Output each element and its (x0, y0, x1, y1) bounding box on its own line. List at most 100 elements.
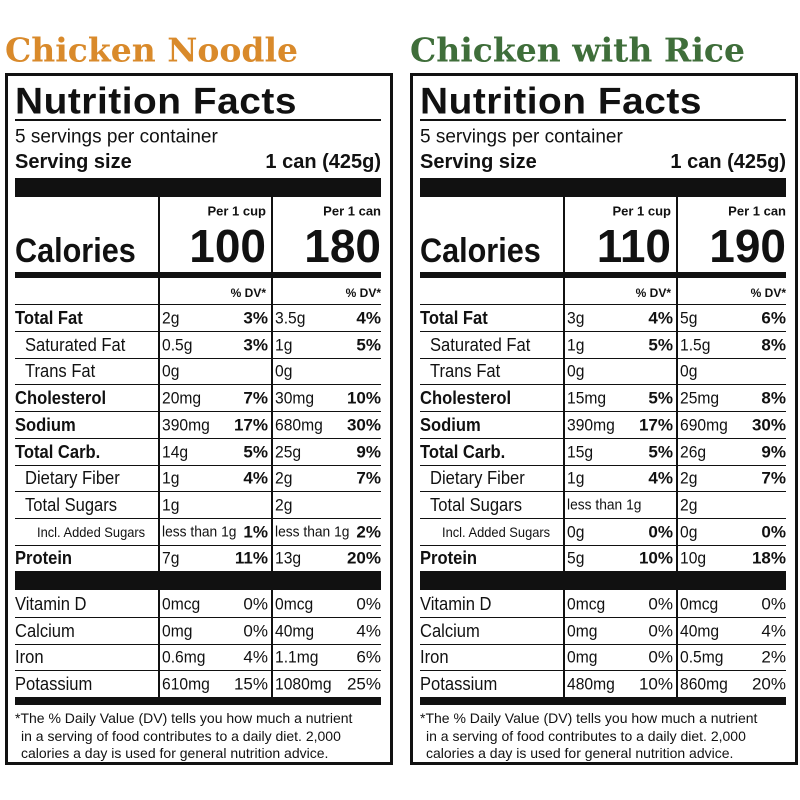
title: Chicken with Rice (410, 30, 745, 70)
nutrients-7-name: Total Sugars (25, 494, 118, 515)
columns-0-calories: 110 (596, 220, 671, 272)
vitamins-1-name: Calcium (15, 620, 75, 641)
vitamins-2-name: Iron (15, 647, 44, 668)
footnote-0: *The % Daily Value (DV) tells you how mu… (420, 710, 758, 726)
nutrients-0-name: Total Fat (15, 308, 83, 328)
nutrients-4-can: 690mg (680, 415, 728, 435)
nutrients-6-cup: 1g (162, 468, 180, 488)
vitamins-3-cup: 480mg (567, 674, 615, 694)
nutrients-8-can: 0g (680, 522, 698, 542)
nutrients-0-cup-dv: 3% (243, 308, 268, 328)
vitamins-0-can: 0mcg (275, 594, 314, 614)
rule (15, 464, 381, 466)
rule (420, 670, 786, 672)
vitamins-1-cup-dv: 0% (243, 621, 268, 641)
servings: 5 servings per container (420, 126, 623, 148)
nutrients-3-cup-dv: 7% (243, 388, 268, 408)
calories-label: Calories (15, 232, 136, 270)
nutrients-4-cup: 390mg (567, 415, 615, 435)
footnote-2: calories a day is used for general nutri… (21, 745, 329, 761)
columns-0-header: Per 1 cup (207, 203, 266, 219)
heading: Nutrition Facts (420, 80, 702, 122)
vitamins-2-can: 1.1mg (275, 647, 319, 667)
nutrients-9-cup-dv: 11% (234, 548, 268, 568)
nutrients-1-name: Saturated Fat (430, 334, 531, 355)
rule (420, 304, 786, 305)
nutrients-3-name: Cholesterol (15, 388, 107, 409)
nutrients-2-name: Trans Fat (430, 361, 501, 382)
rule (420, 178, 786, 197)
nutrients-0-can-dv: 4% (356, 308, 381, 328)
columns-1-header: Per 1 can (728, 203, 786, 219)
nutrients-1-can-dv: 8% (761, 335, 786, 355)
nutrients-9-can: 13g (275, 548, 302, 568)
columns-1-calories: 180 (304, 220, 381, 272)
rule (420, 119, 786, 121)
nutrients-8-can: less than 1g (275, 523, 350, 541)
nutrients-5-can: 25g (275, 442, 302, 461)
nutrients-8-can-dv: 0% (761, 522, 786, 542)
nutrients-9-can: 10g (680, 548, 707, 568)
nutrients-5-cup: 15g (567, 442, 594, 461)
rule (15, 119, 381, 121)
nutrients-9-name: Protein (15, 548, 73, 569)
nutrients-3-can-dv: 8% (761, 388, 786, 408)
nutrients-7-cup: less than 1g (567, 496, 642, 514)
nutrients-8-cup-dv: 0% (648, 522, 673, 542)
nutrients-5-can-dv: 9% (761, 442, 786, 461)
vitamins-1-name: Calcium (420, 620, 480, 641)
columns-0-header: Per 1 cup (612, 203, 671, 219)
nutrients-0-can: 3.5g (275, 308, 306, 328)
vitamins-1-can-dv: 4% (761, 621, 786, 641)
nutrients-6-can: 2g (680, 468, 698, 488)
calories-label: Calories (420, 232, 541, 270)
rule (420, 272, 786, 278)
vitamins-0-can-dv: 0% (761, 594, 786, 614)
rule (420, 331, 786, 332)
nutrients-5-name: Total Carb. (15, 441, 101, 462)
nutrients-6-can: 2g (275, 468, 293, 488)
rule (15, 178, 381, 197)
rule (158, 197, 160, 703)
serving-size: 1 can (425g) (670, 151, 786, 173)
rule (15, 670, 381, 672)
nutrients-8-cup: less than 1g (162, 523, 237, 541)
nutrients-4-name: Sodium (420, 414, 481, 435)
rule (420, 384, 786, 386)
nutrients-0-name: Total Fat (420, 308, 488, 328)
vitamins-3-cup-dv: 10% (638, 674, 673, 694)
nutrients-6-can-dv: 7% (761, 468, 786, 488)
nutrients-5-cup: 14g (162, 442, 189, 461)
nutrients-1-cup: 0.5g (162, 335, 193, 355)
vitamins-2-name: Iron (420, 647, 449, 668)
vitamins-0-can: 0mcg (680, 594, 719, 614)
rule (15, 437, 381, 439)
nutrients-2-can: 0g (275, 361, 293, 381)
nutrients-0-can-dv: 6% (761, 308, 786, 328)
serving-size-label: Serving size (15, 151, 132, 173)
nutrients-4-name: Sodium (15, 414, 76, 435)
vitamins-1-cup: 0mg (162, 621, 193, 641)
nutrients-7-cup: 1g (162, 495, 180, 515)
vitamins-0-name: Vitamin D (15, 594, 87, 614)
vitamins-2-can-dv: 2% (761, 647, 786, 667)
rule (15, 571, 381, 590)
nutrients-7-can: 2g (275, 495, 293, 515)
nutrients-5-can-dv: 9% (356, 442, 381, 461)
nutrients-3-can: 25mg (680, 388, 720, 408)
nutrients-0-cup-dv: 4% (648, 308, 673, 328)
vitamins-3-can-dv: 20% (751, 674, 786, 694)
rule (15, 517, 381, 519)
vitamins-1-can: 40mg (680, 621, 720, 641)
nutrition-panel: Chicken with Rice Nutrition Facts 5 servin… (410, 0, 800, 800)
columns-1-header: Per 1 can (323, 203, 381, 219)
nutrients-1-can: 1g (275, 335, 293, 355)
nutrients-6-cup-dv: 4% (243, 468, 268, 488)
rule (420, 491, 786, 493)
nutrients-3-can-dv: 10% (346, 388, 381, 408)
vitamins-0-can-dv: 0% (356, 594, 381, 614)
nutrients-2-can: 0g (680, 361, 698, 381)
rule (420, 437, 786, 439)
serving-size: 1 can (425g) (265, 151, 381, 173)
vitamins-1-can: 40mg (275, 621, 315, 641)
